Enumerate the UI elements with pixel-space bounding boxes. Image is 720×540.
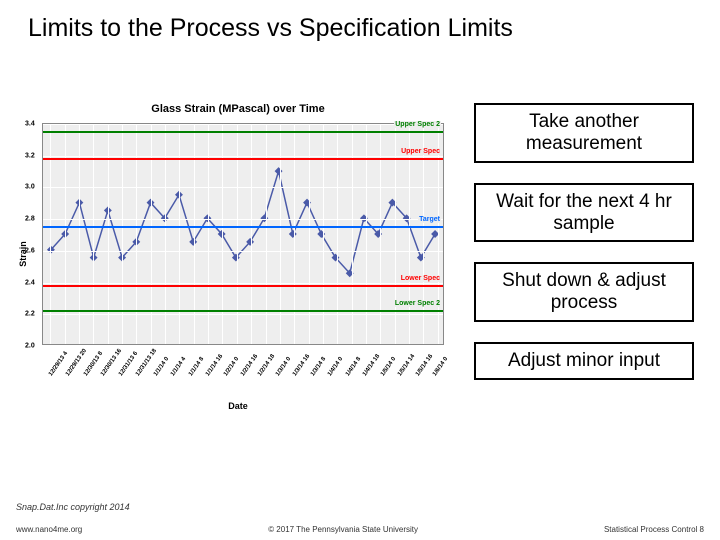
- gridline-h: [43, 124, 443, 125]
- ref-line-label: Upper Spec: [400, 148, 441, 155]
- option-adjust-minor[interactable]: Adjust minor input: [474, 342, 694, 380]
- option-take-measurement[interactable]: Take another measurement: [474, 103, 694, 163]
- x-tick: 1/6/14 0: [432, 356, 449, 377]
- chart-title: Glass Strain (MPascal) over Time: [18, 99, 458, 119]
- gridline-h: [43, 283, 443, 284]
- copyright-note: Snap.Dat.Inc copyright 2014: [16, 502, 130, 512]
- ref-line: Upper Spec 2: [43, 131, 443, 133]
- x-tick: 1/5/14 14: [397, 353, 416, 377]
- gridline-h: [43, 156, 443, 157]
- ref-line: Lower Spec: [43, 285, 443, 287]
- x-tick: 1/5/14 0: [380, 356, 397, 377]
- option-shutdown-adjust[interactable]: Shut down & adjust process: [474, 262, 694, 322]
- y-tick: 2.2: [25, 311, 35, 318]
- ref-line: Target: [43, 226, 443, 228]
- x-tick: 1/3/14 8: [310, 356, 327, 377]
- x-tick: 1/1/14 4: [170, 356, 187, 377]
- footer-right: Statistical Process Control 8: [604, 525, 704, 534]
- gridline-h: [43, 251, 443, 252]
- ref-line-label: Lower Spec 2: [394, 300, 441, 307]
- x-tick: 1/2/14 0: [223, 356, 240, 377]
- footer-center: © 2017 The Pennsylvania State University: [268, 525, 418, 534]
- gridline-h: [43, 219, 443, 220]
- y-tick: 2.4: [25, 279, 35, 286]
- footer: www.nano4me.org © 2017 The Pennsylvania …: [0, 525, 720, 534]
- ref-line: Lower Spec 2: [43, 310, 443, 312]
- gridline-h: [43, 346, 443, 347]
- footer-left: www.nano4me.org: [16, 525, 82, 534]
- y-tick: 2.6: [25, 247, 35, 254]
- ref-line-label: Lower Spec: [400, 275, 441, 282]
- y-tick: 3.4: [25, 121, 35, 128]
- y-tick: 3.2: [25, 152, 35, 159]
- x-tick: 1/1/14 0: [153, 356, 170, 377]
- plot-area: 3.43.23.02.82.62.42.22.0Upper Spec 2Uppe…: [42, 123, 444, 345]
- slide-title: Limits to the Process vs Specification L…: [0, 0, 720, 43]
- x-tick: 1/4/14 0: [327, 356, 344, 377]
- x-tick: 1/3/14 0: [275, 356, 292, 377]
- x-axis-label: Date: [228, 401, 248, 411]
- ref-line-label: Target: [418, 216, 441, 223]
- options-column: Take another measurement Wait for the ne…: [474, 99, 694, 409]
- y-tick: 2.0: [25, 343, 35, 350]
- ref-line-label: Upper Spec 2: [394, 121, 441, 128]
- gridline-h: [43, 314, 443, 315]
- y-tick: 3.0: [25, 184, 35, 191]
- x-tick: 1/4/14 8: [345, 356, 362, 377]
- content-area: Glass Strain (MPascal) over Time Strain …: [0, 43, 720, 409]
- ref-line: Upper Spec: [43, 158, 443, 160]
- x-tick: 1/4/14 18: [362, 353, 381, 377]
- x-tick: 1/1/14 16: [205, 353, 224, 377]
- x-tick: 1/1/14 8: [188, 356, 205, 377]
- chart-panel: Glass Strain (MPascal) over Time Strain …: [18, 99, 458, 409]
- gridline-h: [43, 187, 443, 188]
- option-wait-sample[interactable]: Wait for the next 4 hr sample: [474, 183, 694, 243]
- y-tick: 2.8: [25, 216, 35, 223]
